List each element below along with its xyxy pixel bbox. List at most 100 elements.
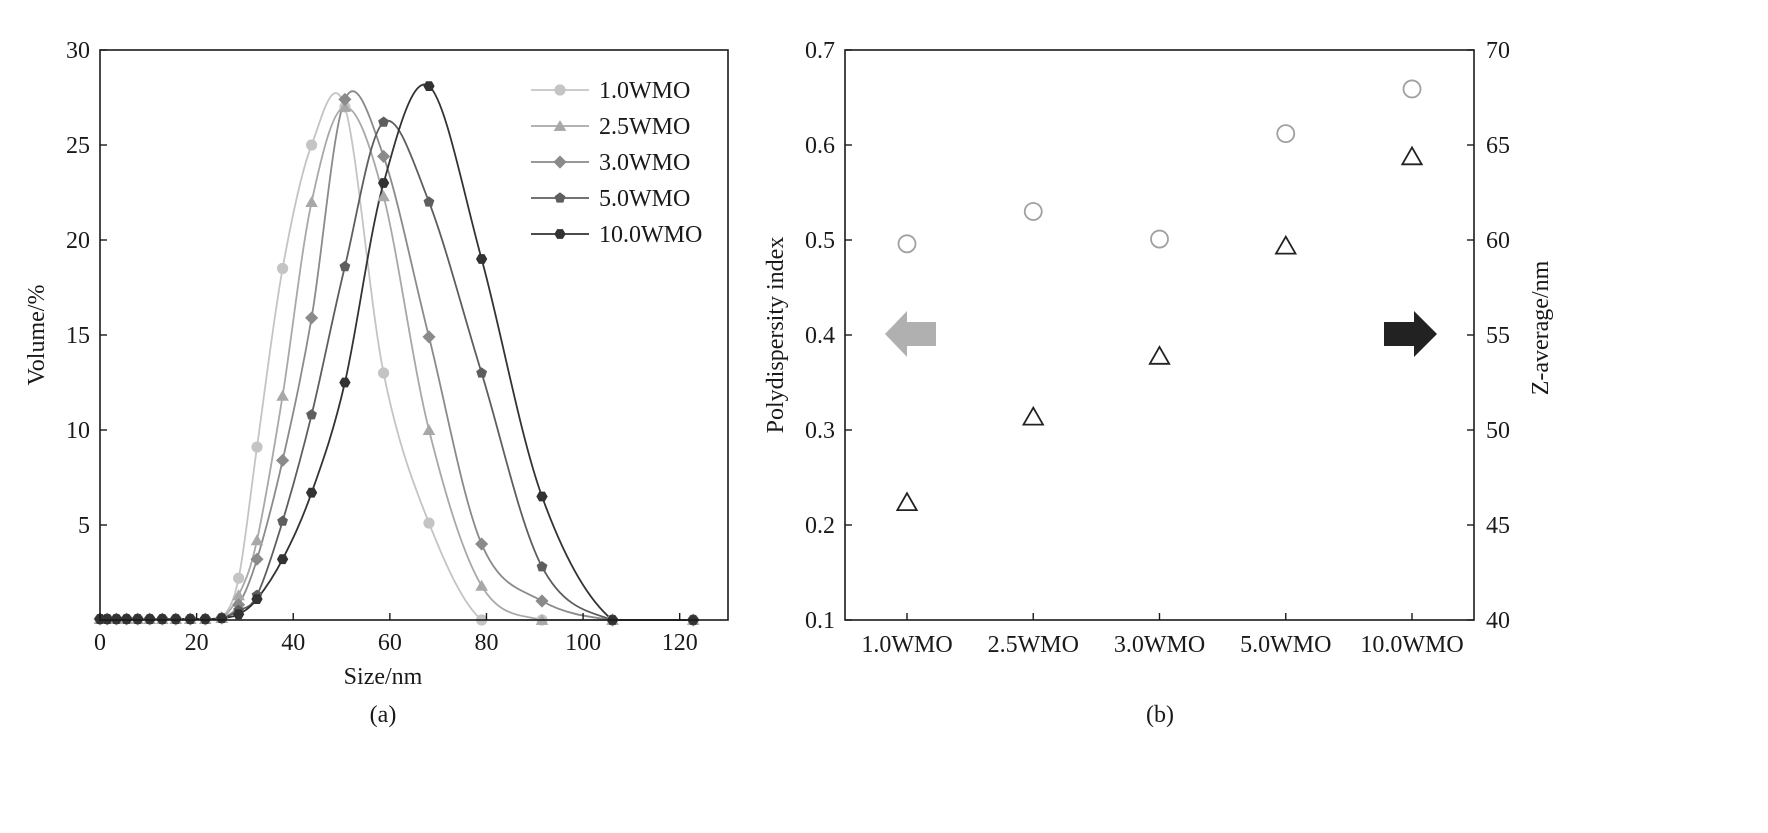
data-point-3.0WMO bbox=[338, 92, 352, 106]
panel-a-y-tick-label: 20 bbox=[66, 228, 90, 254]
pdi-point bbox=[897, 234, 917, 254]
panel-a-y-tick-label: 25 bbox=[66, 133, 90, 159]
data-point-10.0WMO bbox=[339, 377, 351, 388]
data-point-3.0WMO bbox=[276, 453, 290, 467]
panel-b-category-label: 5.0WMO bbox=[1240, 632, 1331, 658]
panel-a-y-axis-title: Volume/% bbox=[24, 285, 50, 386]
data-point-1.0WMO bbox=[251, 441, 263, 453]
panel-a-y-tick-label: 10 bbox=[66, 418, 90, 444]
z-average-point bbox=[1400, 145, 1424, 166]
panel-b-label: (b) bbox=[1146, 702, 1174, 728]
panel-b-left-tick-label: 0.4 bbox=[805, 323, 835, 349]
panel-b-right-tick-label: 55 bbox=[1486, 323, 1510, 349]
data-point-1.0WMO bbox=[277, 262, 289, 275]
series-line-2.5WMO bbox=[100, 106, 694, 621]
z-average-point bbox=[1021, 405, 1045, 426]
data-point-5.0WMO bbox=[536, 561, 548, 572]
panel-a-chart: 0 20 40 60 80 100 120 5 10 15 20 25 30 1.0WMO 2.5WMO 3… bbox=[24, 38, 729, 728]
panel-b-left-tick-label: 0.1 bbox=[805, 608, 835, 634]
panel-b-right-axis-title: Z-average/nm bbox=[1528, 260, 1554, 395]
pdi-point bbox=[1150, 229, 1169, 249]
panel-a-y-tick-label: 30 bbox=[66, 38, 90, 64]
panel-b-right-tick-label: 40 bbox=[1486, 608, 1510, 634]
pdi-point bbox=[1402, 79, 1422, 99]
data-point-2.5WMO bbox=[250, 534, 264, 546]
panel-b-chart: 0.1 0.2 0.3 0.4 0.5 0.6 0.7 40 45 50 55 60 65 70 1.0WM… bbox=[763, 38, 1554, 728]
panel-b-right-tick-label: 50 bbox=[1486, 418, 1510, 444]
data-point-10.0WMO bbox=[377, 178, 390, 188]
panel-b-right-tick-label: 70 bbox=[1486, 38, 1510, 64]
panel-a-x-tick-label: 20 bbox=[185, 630, 209, 656]
data-point-2.5WMO bbox=[276, 389, 289, 401]
legend-item-2.5WMO: 2.5WMO bbox=[531, 114, 690, 140]
data-point-1.0WMO bbox=[423, 517, 435, 529]
panel-a-x-tick-label: 60 bbox=[378, 630, 402, 656]
panel-b-left-tick-label: 0.2 bbox=[805, 513, 835, 539]
panel-b-left-tick-label: 0.7 bbox=[805, 38, 835, 64]
data-point-10.0WMO bbox=[144, 614, 156, 624]
data-point-2.5WMO bbox=[422, 423, 436, 436]
panel-b-plot-frame bbox=[844, 49, 1475, 621]
legend-item-3.0WMO: 3.0WMO bbox=[531, 150, 690, 176]
legend-marker bbox=[554, 192, 566, 203]
panel-a-x-tick-label: 40 bbox=[281, 630, 305, 656]
panel-b-category-label: 10.0WMO bbox=[1360, 632, 1463, 658]
pdi-point bbox=[1023, 202, 1043, 221]
panel-b-right-tick-label: 45 bbox=[1486, 513, 1510, 539]
data-point-5.0WMO bbox=[339, 260, 351, 272]
panel-b-category-label: 3.0WMO bbox=[1114, 632, 1205, 658]
data-point-2.5WMO bbox=[377, 190, 390, 202]
data-point-3.0WMO bbox=[250, 552, 264, 566]
data-point-10.0WMO bbox=[156, 614, 168, 624]
panel-b-right-tick-label: 60 bbox=[1486, 228, 1510, 254]
panel-b-left-axis-title: Polydispersity index bbox=[763, 237, 789, 434]
legend-label: 2.5WMO bbox=[599, 114, 690, 140]
legend-label: 1.0WMO bbox=[599, 78, 690, 104]
z-average-point bbox=[1274, 234, 1298, 255]
data-point-5.0WMO bbox=[306, 409, 317, 420]
data-point-10.0WMO bbox=[232, 609, 245, 620]
panel-b-category-label: 2.5WMO bbox=[988, 632, 1079, 658]
data-point-10.0WMO bbox=[110, 614, 123, 624]
legend-label: 10.0WMO bbox=[599, 222, 702, 248]
panel-b-left-tick-label: 0.3 bbox=[805, 418, 835, 444]
panel-a-y-tick-label: 15 bbox=[66, 323, 90, 349]
data-point-1.0WMO bbox=[233, 572, 245, 584]
data-point-10.0WMO bbox=[216, 613, 228, 623]
data-point-2.5WMO bbox=[338, 100, 352, 112]
legend-marker bbox=[554, 229, 566, 239]
data-point-1.0WMO bbox=[377, 367, 390, 379]
data-point-5.0WMO bbox=[378, 116, 389, 127]
data-point-5.0WMO bbox=[476, 367, 488, 378]
arrow-left-icon bbox=[885, 311, 936, 357]
data-point-10.0WMO bbox=[423, 81, 435, 91]
data-point-5.0WMO bbox=[423, 196, 435, 207]
panel-a-x-tick-label: 80 bbox=[474, 630, 498, 656]
data-point-5.0WMO bbox=[277, 515, 288, 526]
data-point-10.0WMO bbox=[475, 254, 488, 264]
panel-a-x-tick-label: 100 bbox=[565, 630, 601, 656]
data-point-3.0WMO bbox=[422, 330, 436, 344]
legend-label: 3.0WMO bbox=[599, 150, 690, 176]
data-point-10.0WMO bbox=[120, 614, 133, 624]
legend-item-10.0WMO: 10.0WMO bbox=[531, 222, 702, 248]
legend-marker bbox=[553, 155, 567, 169]
z-average-point bbox=[1148, 345, 1171, 365]
data-point-1.0WMO bbox=[305, 139, 318, 151]
arrow-right-icon bbox=[1384, 311, 1437, 357]
legend-marker bbox=[553, 119, 567, 132]
data-point-10.0WMO bbox=[536, 491, 548, 502]
legend-marker bbox=[554, 84, 566, 96]
data-point-10.0WMO bbox=[251, 594, 263, 604]
data-point-10.0WMO bbox=[199, 614, 211, 624]
z-average-point bbox=[895, 491, 919, 512]
panel-b-category-label: 1.0WMO bbox=[861, 632, 952, 658]
data-point-3.0WMO bbox=[475, 537, 489, 551]
panel-a-x-axis-title: Size/nm bbox=[344, 664, 423, 690]
data-point-10.0WMO bbox=[305, 487, 318, 498]
legend-label: 5.0WMO bbox=[599, 186, 690, 212]
panel-a-x-tick-label: 120 bbox=[662, 630, 698, 656]
data-point-10.0WMO bbox=[101, 614, 113, 624]
data-point-3.0WMO bbox=[305, 311, 319, 325]
